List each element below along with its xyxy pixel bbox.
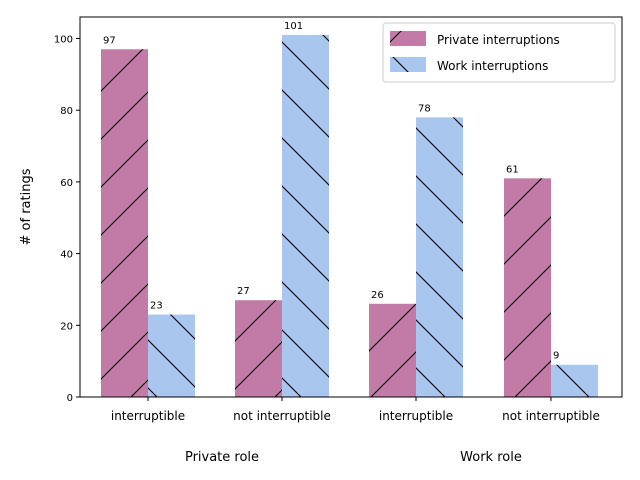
data-label: 26 bbox=[371, 290, 384, 301]
group-label: Private role bbox=[185, 450, 259, 465]
bar-hatch-1-1 bbox=[282, 34, 329, 397]
x-tick-label: interruptible bbox=[111, 409, 185, 423]
legend-swatch-hatch bbox=[390, 31, 426, 46]
bar-hatch-1-3 bbox=[551, 364, 598, 397]
data-label: 9 bbox=[553, 351, 559, 362]
bar-hatch-1-0 bbox=[148, 314, 195, 397]
legend-box bbox=[382, 22, 616, 83]
group-labels: Private role Work role bbox=[185, 450, 522, 465]
y-tick-label: 0 bbox=[67, 393, 73, 404]
bar-hatch-0-3 bbox=[504, 178, 551, 397]
legend-swatch-hatch bbox=[390, 57, 426, 72]
x-tick-label: not interruptible bbox=[502, 409, 600, 423]
y-tick-label: 100 bbox=[54, 35, 73, 46]
x-axis-ticks: interruptible not interruptible interrupti… bbox=[111, 397, 600, 423]
data-label: 101 bbox=[284, 21, 303, 32]
bar-hatch-1-2 bbox=[416, 117, 463, 398]
group-label: Work role bbox=[460, 450, 522, 465]
data-label: 78 bbox=[418, 103, 431, 114]
data-label: 61 bbox=[506, 164, 519, 175]
axes-frame bbox=[79, 16, 623, 398]
x-tick-label: not interruptible bbox=[233, 409, 331, 423]
bars bbox=[101, 34, 598, 398]
y-axis-ticks: 0 20 40 60 80 100 bbox=[54, 35, 80, 404]
bar-hatch-0-1 bbox=[235, 300, 282, 397]
y-tick-label: 20 bbox=[60, 321, 73, 332]
y-tick-label: 80 bbox=[60, 106, 73, 117]
data-label: 27 bbox=[237, 286, 250, 297]
data-labels: 97 27 26 61 23 101 78 9 bbox=[103, 21, 559, 362]
bar-hatch-0-2 bbox=[369, 303, 416, 397]
legend-label: Work interruptions bbox=[437, 59, 548, 73]
x-tick-label: interruptible bbox=[379, 409, 453, 423]
y-tick-label: 60 bbox=[60, 178, 73, 189]
y-tick-label: 40 bbox=[60, 250, 73, 261]
y-axis-label: # of ratings bbox=[19, 168, 34, 245]
legend-label: Private interruptions bbox=[437, 33, 560, 47]
legend: Private interruptions Work interruptions bbox=[382, 22, 616, 83]
data-label: 23 bbox=[150, 301, 163, 312]
axes bbox=[79, 16, 623, 398]
data-label: 97 bbox=[103, 35, 116, 46]
bar-hatch-0-0 bbox=[101, 49, 148, 397]
